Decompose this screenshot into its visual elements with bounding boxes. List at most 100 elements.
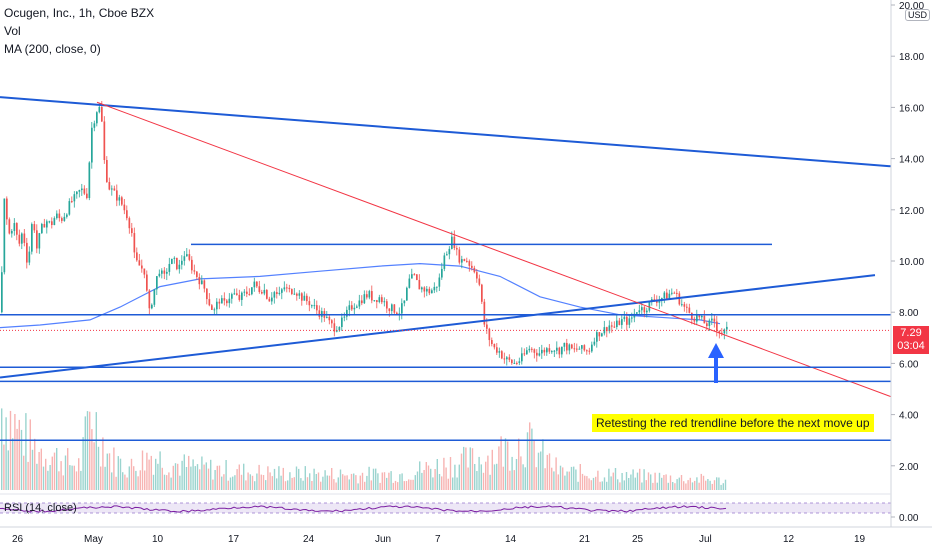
candle-body [18,234,21,244]
volume-bar [135,470,137,490]
candle-body [78,190,81,192]
candle-body [431,290,433,294]
volume-bar [707,479,709,490]
candle-body [43,223,46,228]
candle-body [123,204,126,211]
candle-body [113,188,116,191]
candle-body [498,351,501,353]
volume-bar [639,468,641,490]
last-price-value: 7.29 [900,327,922,339]
volume-bar [320,481,322,490]
volume-bar [357,483,359,490]
volume-bar [654,472,656,490]
candle-body [363,294,366,304]
volume-bar [20,429,23,490]
volume-bar [287,480,289,490]
candle-body [218,301,221,304]
volume-bar [106,453,108,490]
volume-bar [150,455,152,490]
volume-bar [713,480,716,490]
candle-body [453,236,456,249]
candle-body [61,218,63,221]
volume-bar [278,466,280,490]
x-tick-label: 14 [505,534,517,545]
volume-bar [102,437,104,490]
candle-body [536,352,538,356]
currency-badge[interactable]: USD [905,9,931,21]
volume-bar [355,475,357,490]
volume-bar [685,483,687,490]
volume-bar [546,454,548,490]
volume-bar [339,469,342,490]
candle-body [156,276,158,290]
volume-indicator-label[interactable]: Vol [4,24,21,38]
trendlines [0,96,892,441]
candle-body [496,347,498,353]
volume-bar [412,479,414,490]
candle-body [318,310,321,317]
volume-bar [306,477,309,490]
candle-body [601,333,603,337]
candle-body [591,344,593,352]
volume-bar [108,453,111,490]
volume-bar [641,482,643,490]
candle-body [153,289,156,305]
candle-body [421,287,423,290]
volume-bar [590,480,592,490]
candle-body [263,289,266,294]
candle-body [618,320,621,325]
candle-body [413,274,416,276]
candle-body [111,188,113,190]
candle-body [23,233,26,243]
volume-bar [249,474,251,490]
candle-body [583,345,586,351]
volume-bar [529,422,531,490]
candle-body [353,307,356,310]
candle-body [551,351,553,353]
volume-bar [531,428,533,490]
volume-bar [394,480,397,490]
candle-body [66,214,68,217]
x-tick-label: Jul [699,534,712,545]
volume-bar [592,477,595,490]
x-tick-label: 25 [632,534,644,545]
ma-indicator-label[interactable]: MA (200, close, 0) [4,42,101,56]
volume-bar [507,441,509,490]
candle-body [508,357,511,360]
rsi-indicator-label[interactable]: RSI (14, close) [4,502,77,514]
volume-bar [262,475,265,490]
volume-bar [205,462,207,490]
volume-bar [130,458,133,490]
volume-bar [245,480,247,490]
volume-bar [427,465,430,490]
volume-bar [722,483,724,490]
annotation-note[interactable]: Retesting the red trendline before the n… [592,414,874,432]
candle-body [503,358,506,360]
candle-body [71,201,73,203]
candle-body [311,305,313,307]
candle-body [658,300,661,303]
candle-body [98,106,101,113]
volume-bar [445,467,447,490]
volume-bar [562,467,564,490]
volume-bar [498,446,500,490]
candle-body [136,252,138,261]
candle-body [31,224,33,252]
volume-bar [597,470,599,490]
volume-bar [254,481,256,490]
volume-bar [313,468,315,490]
volume-bar [533,439,535,490]
candle-body [291,289,293,294]
candle-body [256,281,258,287]
candle-body [708,320,711,327]
volume-bar [82,437,84,490]
candle-body [433,286,436,291]
candle-body [28,251,31,263]
volume-bar [399,474,401,490]
volume-bar [577,481,579,490]
volume-bar [137,476,139,490]
candle-body [126,210,128,219]
x-tick-label: 21 [579,534,591,545]
